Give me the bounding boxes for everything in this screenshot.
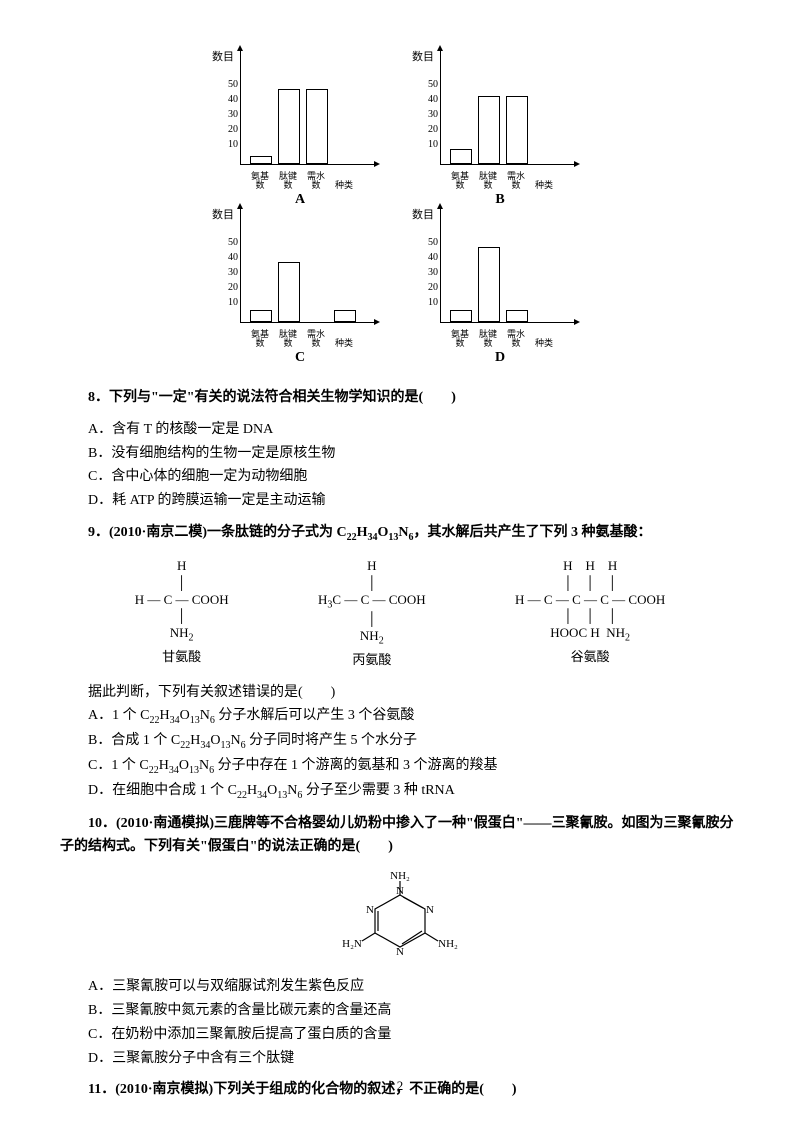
q9-judge: 据此判断，下列有关叙述错误的是( )	[88, 681, 740, 705]
svg-text:N: N	[396, 885, 404, 897]
q8-opt-B: B．没有细胞结构的生物一定是原核生物	[88, 442, 740, 466]
chart-C: 数目 10 20 30 40 50 氨基数 肽键数 需水数 种类 C	[220, 208, 380, 366]
q9-stem: 9．(2010·南京二模)一条肽链的分子式为 C22H34O13N6，其水解后共…	[60, 521, 740, 546]
svg-text:NH₂: NH₂	[390, 870, 410, 882]
svg-text:N: N	[396, 946, 404, 958]
q10-stem: 10．(2010·南通模拟)三鹿牌等不合格婴幼儿奶粉中掺入了一种"假蛋白"——三…	[60, 812, 740, 860]
chart-B: 数目 10 20 30 40 50 氨基数 肽键数 需水数 种类 B	[420, 50, 580, 208]
svg-text:H₂N: H₂N	[342, 938, 362, 950]
y-axis-title: 数目	[212, 48, 234, 64]
q9-opt-B: B．合成 1 个 C22H34O13N6 分子同时将产生 5 个水分子	[88, 729, 740, 754]
glutamic-acid-structure: H H H │ │ │ H — C — C — C — COOH │ │ │ H…	[515, 558, 665, 669]
q9-opt-A: A．1 个 C22H34O13N6 分子水解后可以产生 3 个谷氨酸	[88, 704, 740, 729]
q9-opt-D: D．在细胞中合成 1 个 C22H34O13N6 分子至少需要 3 种 tRNA	[88, 779, 740, 804]
q8-opt-D: D．耗 ATP 的跨膜运输一定是主动运输	[88, 489, 740, 513]
chart-A: 数目 10 20 30 40 50 氨基数 肽键数 需水数 种类 A	[220, 50, 380, 208]
q10-opt-A: A．三聚氰胺可以与双缩脲试剂发生紫色反应	[88, 975, 740, 999]
glycine-structure: H │ H — C — COOH │ NH2 甘氨酸	[135, 558, 229, 669]
amino-acid-structures: H │ H — C — COOH │ NH2 甘氨酸 H │ H3C — C —…	[90, 558, 710, 669]
q10-opt-B: B．三聚氰胺中氮元素的含量比碳元素的含量还高	[88, 999, 740, 1023]
page-number: 2	[397, 1078, 404, 1094]
q8-opt-C: C．含中心体的细胞一定为动物细胞	[88, 465, 740, 489]
bar-charts-figure: 数目 10 20 30 40 50 氨基数 肽键数 需水数 种类 A 数目	[60, 50, 740, 366]
svg-text:N: N	[366, 904, 374, 916]
q10-opt-C: C．在奶粉中添加三聚氰胺后提高了蛋白质的含量	[88, 1023, 740, 1047]
chart-D: 数目 10 20 30 40 50 氨基数 肽键数 需水数 种类 D	[420, 208, 580, 366]
svg-text:N: N	[426, 904, 434, 916]
melamine-structure: NH₂ NH₂ H₂N N N N N	[60, 867, 740, 967]
q8-stem: 8．下列与"一定"有关的说法符合相关生物学知识的是( )	[60, 386, 740, 410]
q8-opt-A: A．含有 T 的核酸一定是 DNA	[88, 418, 740, 442]
q10-opt-D: D．三聚氰胺分子中含有三个肽键	[88, 1047, 740, 1071]
svg-text:NH₂: NH₂	[438, 938, 458, 950]
alanine-structure: H │ H3C — C — COOH │ NH2 丙氨酸	[318, 558, 426, 669]
q9-opt-C: C．1 个 C22H34O13N6 分子中存在 1 个游离的氨基和 3 个游离的…	[88, 754, 740, 779]
